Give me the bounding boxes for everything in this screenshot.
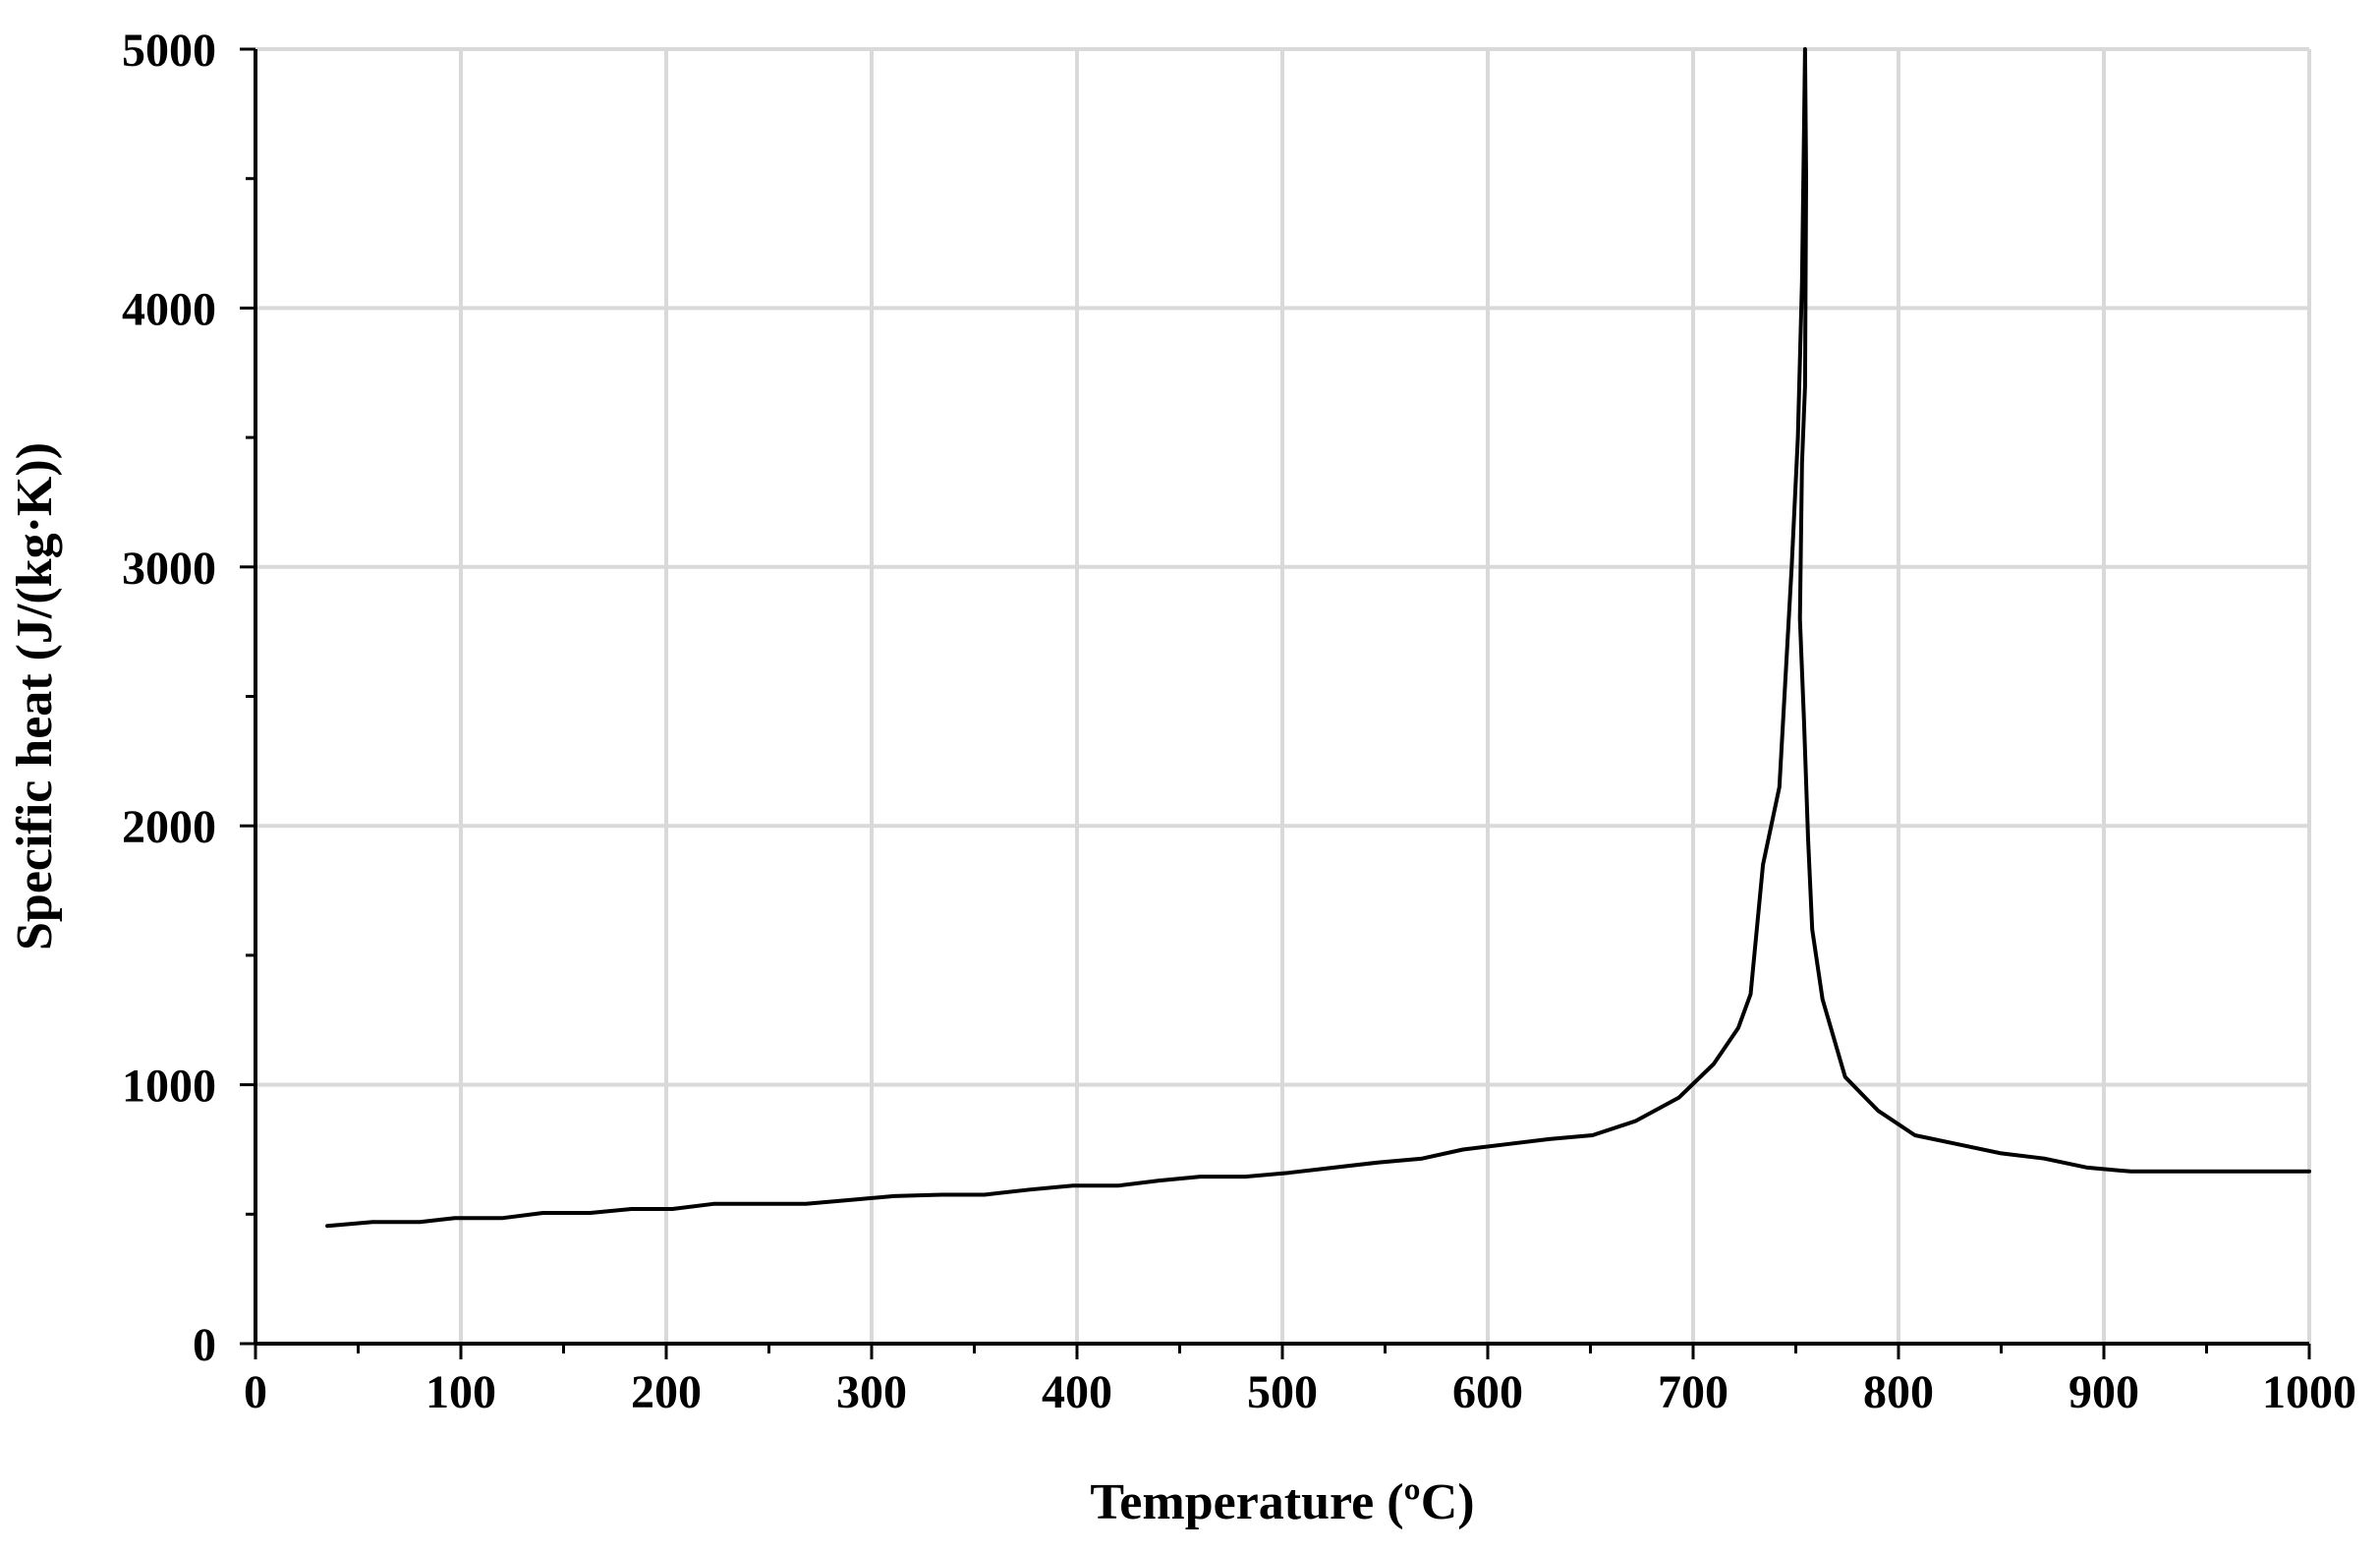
x-tick-label: 200 bbox=[631, 1366, 702, 1418]
y-tick-label: 2000 bbox=[122, 801, 216, 853]
x-axis-title: Temperature (ºC) bbox=[1090, 1474, 1474, 1530]
x-tick-label: 600 bbox=[1452, 1366, 1523, 1418]
x-tick-label: 800 bbox=[1863, 1366, 1934, 1418]
x-tick-label: 500 bbox=[1247, 1366, 1318, 1418]
y-tick-label: 4000 bbox=[122, 283, 216, 335]
x-tick-label: 0 bbox=[244, 1366, 267, 1418]
y-tick-label: 0 bbox=[193, 1319, 216, 1371]
x-tick-label: 700 bbox=[1658, 1366, 1728, 1418]
y-tick-label: 5000 bbox=[122, 25, 216, 77]
specific-heat-series-line bbox=[325, 47, 2311, 1229]
grid-layer bbox=[255, 47, 2311, 1344]
y-tick-label: 1000 bbox=[122, 1061, 216, 1113]
x-tick-label: 400 bbox=[1042, 1366, 1112, 1418]
x-tick-label: 1000 bbox=[2262, 1366, 2356, 1418]
x-tick-label: 300 bbox=[836, 1366, 907, 1418]
y-axis-title: Specific heat (J/(kg·K)) bbox=[7, 442, 63, 950]
x-tick-label: 100 bbox=[425, 1366, 496, 1418]
tick-layer: 0 100 200 300 400 500 600 700 800 900 1000 0 1000 200… bbox=[122, 25, 2356, 1418]
y-tick-label: 3000 bbox=[122, 543, 216, 595]
x-tick-label: 900 bbox=[2068, 1366, 2139, 1418]
series-layer bbox=[325, 47, 2311, 1229]
